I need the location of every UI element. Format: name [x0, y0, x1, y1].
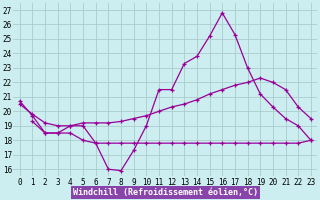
X-axis label: Windchill (Refroidissement éolien,°C): Windchill (Refroidissement éolien,°C): [73, 188, 258, 197]
